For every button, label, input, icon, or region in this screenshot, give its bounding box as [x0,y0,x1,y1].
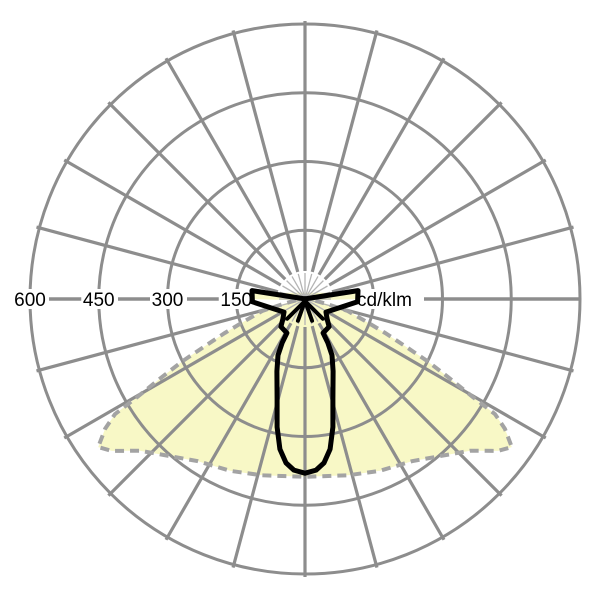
starburst-line [305,276,319,298]
unit-label: cd/klm [357,290,412,311]
radial-line [331,304,574,373]
label-bg [12,289,48,309]
starburst-line [297,273,306,298]
c0-c180-curve [249,288,361,476]
starburst-line [291,276,305,298]
label-bg [218,289,254,309]
radial-line [107,317,287,497]
radial-line [328,158,547,287]
radial-line [328,311,547,440]
ring-label-600: 600 [14,290,46,311]
radial-line [323,317,503,497]
radial-line [331,225,574,294]
c0-center-spike [295,299,307,323]
radial-line [310,325,379,568]
label-bg [81,289,117,309]
radial-line [310,30,379,273]
c0-center-spike [303,299,325,321]
radial-line [164,322,293,541]
starburst-line [305,280,324,299]
radial-line [36,225,279,294]
radial-line [107,101,287,281]
ring-label-150: 150 [220,290,252,311]
radial-line [63,158,282,287]
starburst-line [306,299,328,313]
radial-line [317,57,446,276]
unit-label-bg [356,289,422,309]
radial-line [231,30,300,273]
radial-line [231,325,300,568]
starburst-line [286,280,305,299]
ring-label-450: 450 [83,290,115,311]
radial-line [323,101,503,281]
c90-c270-curve [95,298,515,479]
label-bg [150,289,185,309]
starburst-line [282,299,304,313]
radial-line [36,304,279,373]
radial-line [317,322,446,541]
radial-line [63,311,282,440]
ring-label-300: 300 [152,290,184,311]
starburst-line [304,273,313,298]
radial-line [164,57,293,276]
